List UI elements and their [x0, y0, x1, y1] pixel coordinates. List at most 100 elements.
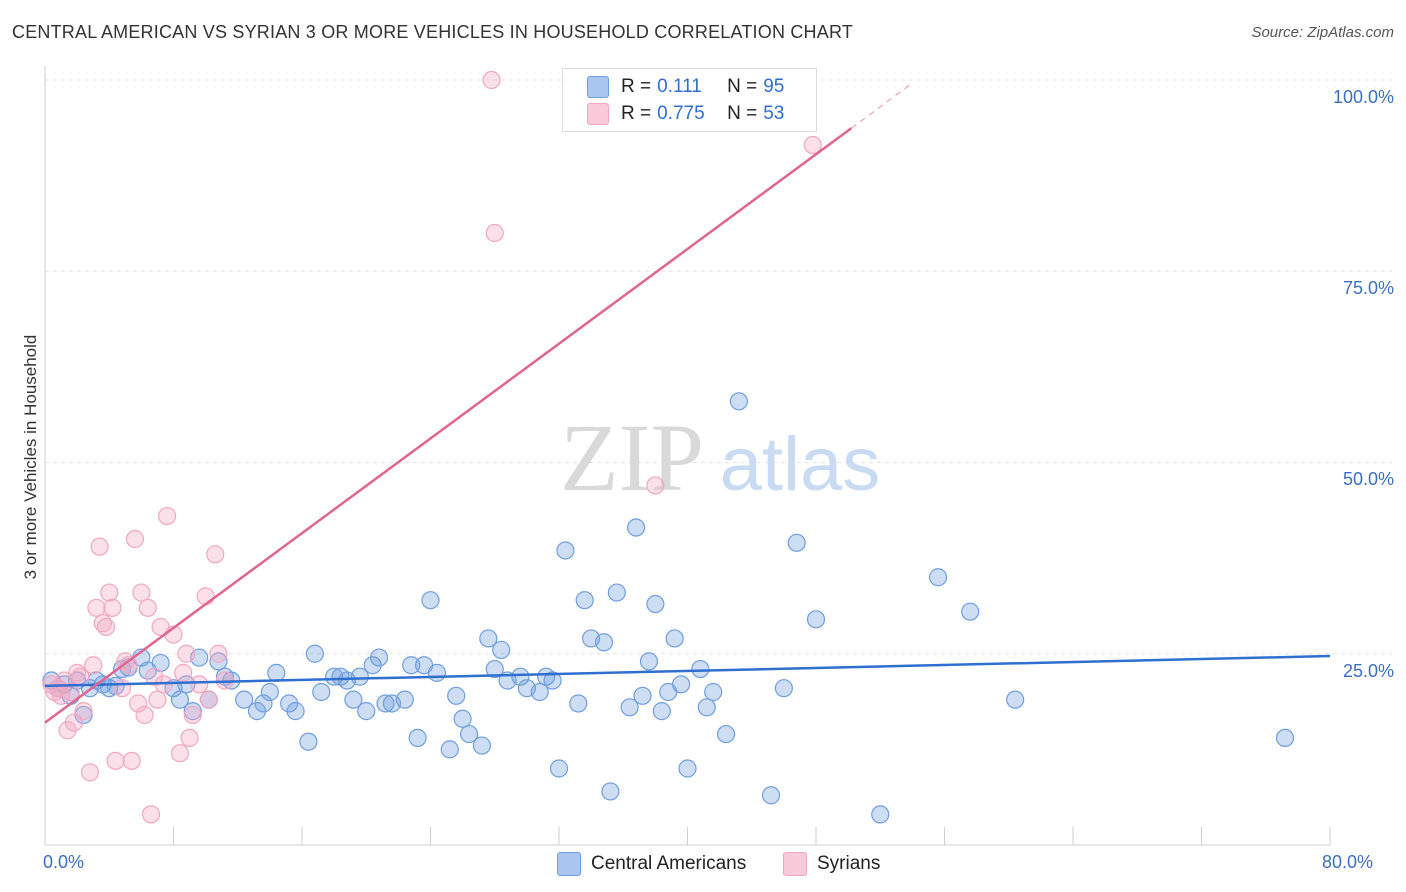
central-point — [569, 694, 588, 713]
central-point — [556, 541, 575, 560]
central-point — [633, 686, 652, 705]
central-point — [697, 698, 716, 717]
syrian-point — [125, 529, 145, 549]
central-point — [543, 671, 562, 690]
central-point — [421, 591, 440, 610]
central-point — [549, 759, 569, 778]
central-point — [447, 686, 466, 705]
central-point — [601, 782, 620, 801]
syrian-point — [180, 728, 199, 748]
central-point — [774, 679, 793, 698]
central-point — [479, 629, 498, 648]
central-point — [376, 694, 395, 713]
watermark-atlas: atlas — [720, 422, 881, 507]
syrian-point — [190, 675, 209, 694]
central-point — [267, 663, 286, 682]
legend-r-label: R = — [621, 103, 652, 124]
central-point — [453, 709, 472, 728]
syrian-point — [135, 705, 154, 725]
syrian-point — [170, 744, 190, 763]
syrian-point — [196, 587, 215, 606]
trend-line-syrians — [44, 127, 853, 724]
syrian-point — [129, 694, 148, 713]
syrian-point — [132, 583, 151, 602]
syrian-point — [80, 763, 100, 782]
central-point — [260, 682, 279, 702]
chart-source: Source: ZipAtlas.com — [1251, 24, 1394, 41]
legend-r-label: R = — [621, 76, 652, 97]
central-point — [620, 698, 639, 717]
central-point — [370, 648, 389, 667]
syrian-point — [103, 598, 122, 617]
bottom-legend-label-syrians: Syrians — [817, 853, 881, 874]
legend: R = 0.111 N = 95 R = 0.775 N = 53 — [562, 68, 817, 132]
syrian-point — [206, 545, 225, 564]
trend-line-syrians-extension — [850, 84, 910, 129]
central-point — [704, 682, 723, 702]
central-point — [170, 690, 190, 709]
central-point — [402, 656, 421, 675]
central-point — [235, 690, 254, 709]
syrian-point — [84, 656, 103, 675]
central-point — [357, 702, 376, 721]
syrian-point — [199, 690, 218, 709]
legend-swatch-syrians — [587, 103, 609, 125]
central-point — [344, 690, 363, 709]
central-point — [511, 667, 530, 686]
x-min-label: 0.0% — [43, 852, 85, 872]
central-point — [183, 702, 202, 721]
central-point — [492, 640, 511, 660]
legend-r-value: 0.111 — [657, 76, 702, 97]
trend-lines — [44, 84, 1331, 724]
syrian-point — [485, 223, 504, 243]
gridlines — [45, 79, 1392, 655]
central-point — [787, 533, 806, 552]
central-point — [350, 667, 369, 686]
central-point — [472, 736, 491, 755]
central-point — [408, 728, 427, 748]
legend-r-value: 0.775 — [657, 103, 705, 124]
central-point — [652, 702, 671, 721]
bottom-legend-label-central: Central Americans — [591, 853, 747, 874]
central-point — [961, 602, 980, 621]
syrian-point — [112, 679, 132, 698]
central-point — [1006, 690, 1025, 709]
central-point — [639, 652, 659, 671]
y-tick-75: 75.0% — [1342, 278, 1394, 298]
syrian-point — [119, 656, 138, 675]
central-point — [761, 786, 781, 805]
central-point — [806, 610, 826, 629]
syrian-point — [157, 506, 177, 526]
central-point — [594, 633, 614, 652]
syrian-point — [87, 598, 106, 617]
watermark: ZIP atlas — [560, 404, 880, 511]
syrian-point — [148, 690, 167, 709]
syrian-point — [122, 751, 141, 770]
bottom-legend-swatch-central — [557, 852, 581, 876]
syrian-point — [90, 537, 109, 556]
central-point — [312, 682, 331, 702]
central-point — [871, 805, 890, 824]
bottom-legend-swatch-syrians — [783, 852, 807, 876]
legend-n-value: 53 — [763, 103, 785, 124]
central-point — [626, 518, 646, 537]
syrian-point — [74, 702, 93, 721]
syrian-point — [96, 617, 116, 637]
central-point — [646, 594, 665, 614]
central-point — [678, 759, 697, 778]
central-point — [299, 732, 318, 751]
central-point — [665, 629, 684, 648]
central-point — [530, 682, 549, 702]
syrian-point — [183, 705, 202, 725]
syrian-point — [177, 644, 196, 663]
central-point — [459, 724, 479, 744]
central-point — [485, 659, 504, 679]
legend-row-central: R = 0.111 N = 95 — [587, 75, 784, 99]
central-point — [254, 694, 273, 713]
central-point — [74, 705, 93, 725]
central-point — [305, 644, 324, 663]
legend-n-label: N = — [727, 103, 758, 124]
syrian-point — [106, 751, 125, 770]
syrian-point — [141, 805, 161, 824]
syrian-point — [51, 686, 71, 705]
